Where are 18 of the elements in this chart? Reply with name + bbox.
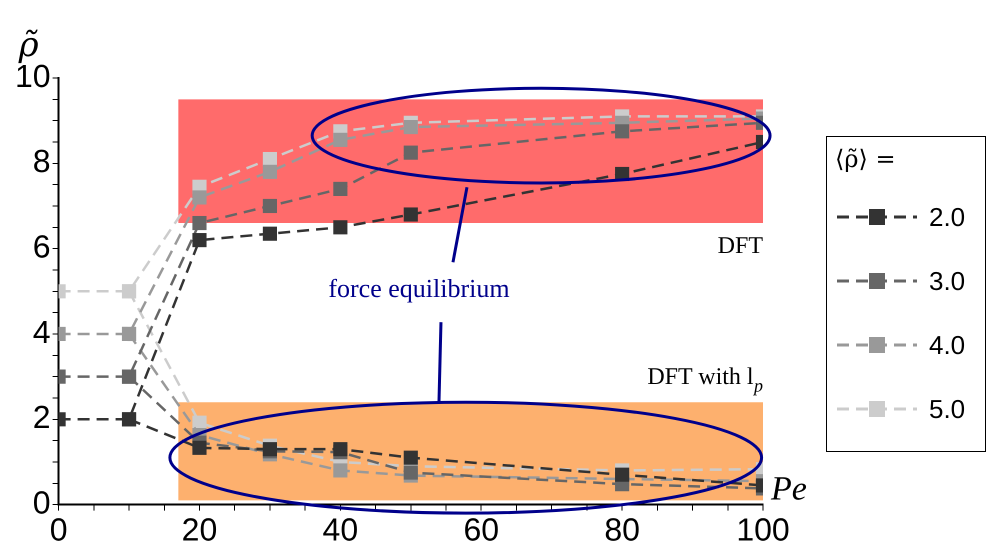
x-axis-title: Pe (770, 470, 807, 508)
y-tick-label: 0 (32, 484, 51, 520)
x-tick-label: 80 (604, 512, 640, 548)
legend-label: 3.0 (929, 266, 966, 296)
x-tick-label: 100 (736, 512, 790, 548)
legend-label: 2.0 (929, 202, 966, 232)
x-tick-label: 40 (322, 512, 358, 548)
annotation: force equilibrium (328, 274, 510, 304)
y-tick-label: 8 (32, 143, 51, 180)
y-tick-label: 2 (32, 399, 51, 436)
x-tick-label: 60 (463, 512, 500, 548)
y-tick-label: 6 (32, 228, 51, 264)
x-tick-label: 20 (182, 512, 218, 548)
legend-title: ⟨ρ̃⟩ = (835, 145, 897, 173)
legend-label: 5.0 (929, 394, 966, 424)
y-tick-label: 4 (32, 314, 51, 350)
band-label: DFT (718, 233, 764, 260)
legend-label: 4.0 (929, 330, 966, 360)
